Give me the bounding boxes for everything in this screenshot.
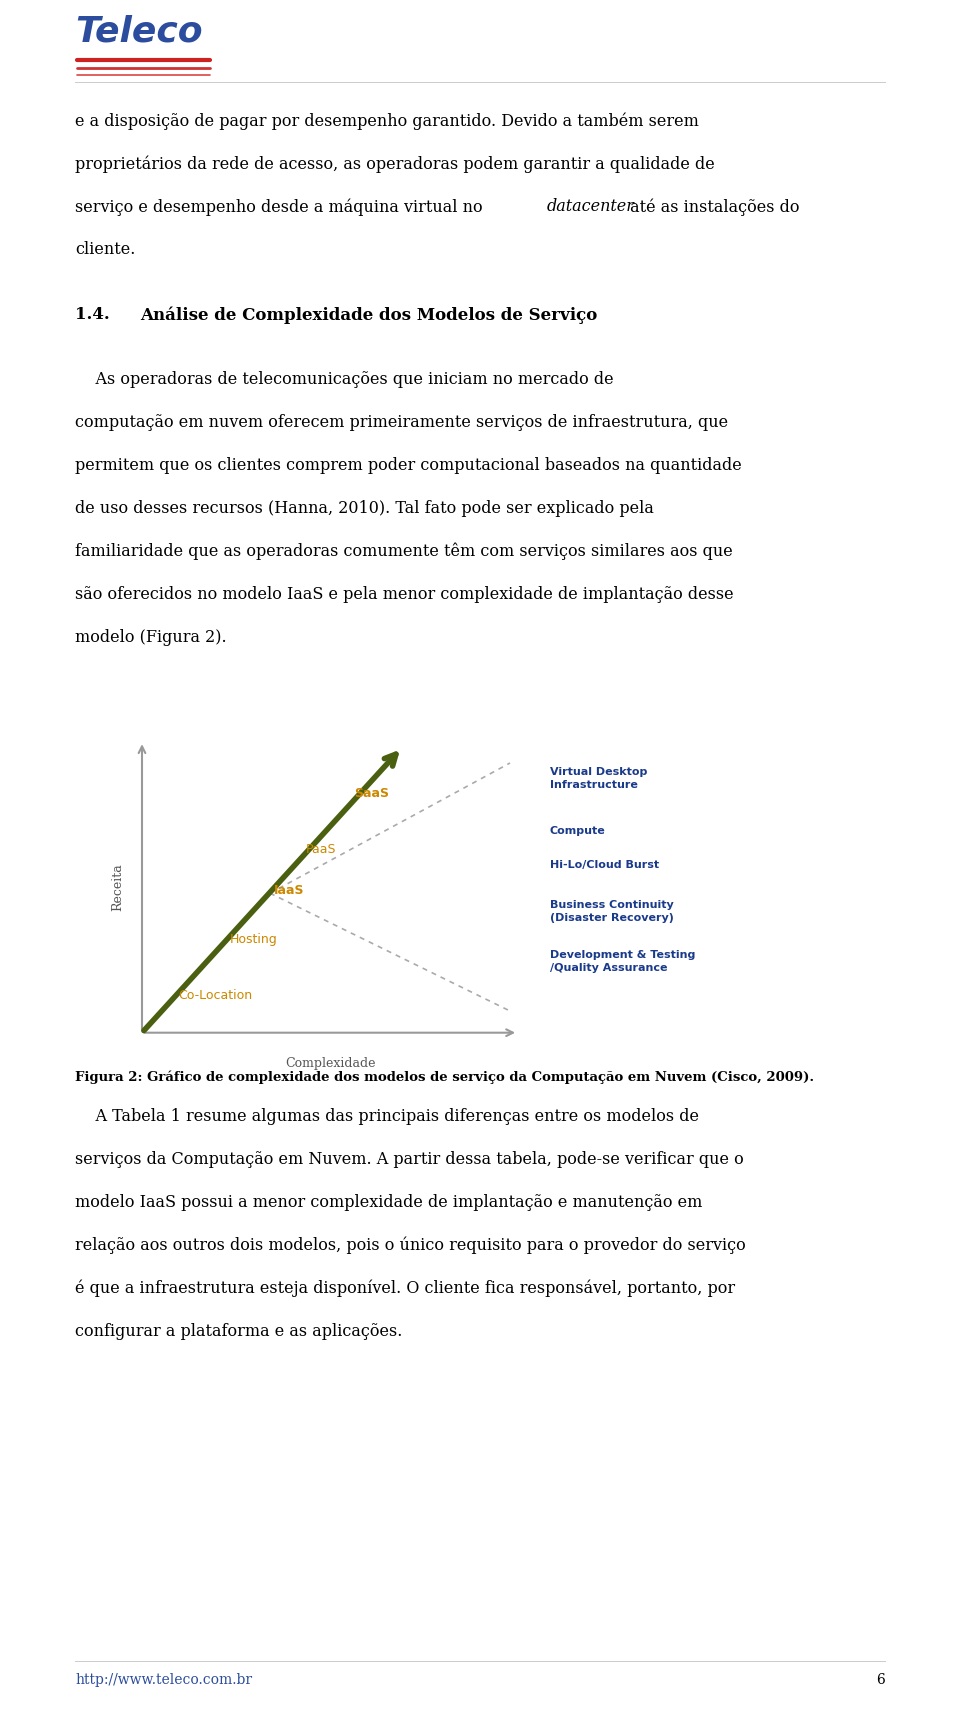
Text: é que a infraestrutura esteja disponível. O cliente fica responsável, portanto, : é que a infraestrutura esteja disponível… [75, 1280, 735, 1297]
Text: A Tabela 1 resume algumas das principais diferenças entre os modelos de: A Tabela 1 resume algumas das principais… [75, 1108, 699, 1125]
Text: IaaS: IaaS [274, 884, 304, 896]
Text: cliente.: cliente. [75, 242, 135, 259]
Text: SaaS: SaaS [354, 788, 389, 800]
Text: As operadoras de telecomunicações que iniciam no mercado de: As operadoras de telecomunicações que in… [75, 372, 613, 389]
Text: datacenter: datacenter [547, 199, 635, 216]
Text: proprietários da rede de acesso, as operadoras podem garantir a qualidade de: proprietários da rede de acesso, as oper… [75, 154, 715, 173]
Text: modelo (Figura 2).: modelo (Figura 2). [75, 629, 227, 646]
Text: Hosting: Hosting [230, 934, 277, 946]
Text: relação aos outros dois modelos, pois o único requisito para o provedor do servi: relação aos outros dois modelos, pois o … [75, 1237, 746, 1254]
Text: Co-Location: Co-Location [178, 988, 252, 1002]
Text: permitem que os clientes comprem poder computacional baseados na quantidade: permitem que os clientes comprem poder c… [75, 457, 742, 475]
Text: até as instalações do: até as instalações do [625, 199, 800, 216]
Text: Business Continuity
(Disaster Recovery): Business Continuity (Disaster Recovery) [550, 901, 674, 923]
Text: Figura 2: Gráfico de complexidade dos modelos de serviço da Computação em Nuvem : Figura 2: Gráfico de complexidade dos mo… [75, 1071, 814, 1084]
Text: Complexidade: Complexidade [285, 1057, 375, 1071]
Text: Compute: Compute [550, 826, 606, 836]
Text: configurar a plataforma e as aplicações.: configurar a plataforma e as aplicações. [75, 1322, 402, 1340]
Text: e a disposição de pagar por desempenho garantido. Devido a também serem: e a disposição de pagar por desempenho g… [75, 111, 699, 130]
Text: Receita: Receita [111, 863, 125, 911]
Text: Hi-Lo/Cloud Burst: Hi-Lo/Cloud Burst [550, 860, 660, 870]
Text: familiaridade que as operadoras comumente têm com serviços similares aos que: familiaridade que as operadoras comument… [75, 543, 732, 560]
Text: Virtual Desktop
Infrastructure: Virtual Desktop Infrastructure [550, 767, 647, 790]
Text: PaaS: PaaS [306, 843, 337, 856]
Text: de uso desses recursos (Hanna, 2010). Tal fato pode ser explicado pela: de uso desses recursos (Hanna, 2010). Ta… [75, 500, 654, 517]
Text: Análise de Complexidade dos Modelos de Serviço: Análise de Complexidade dos Modelos de S… [140, 307, 597, 324]
Text: http://www.teleco.com.br: http://www.teleco.com.br [75, 1674, 252, 1687]
Text: Teleco: Teleco [75, 15, 203, 50]
Text: serviço e desempenho desde a máquina virtual no: serviço e desempenho desde a máquina vir… [75, 199, 488, 216]
Text: 1.4.: 1.4. [75, 307, 109, 324]
Text: serviços da Computação em Nuvem. A partir dessa tabela, pode-se verificar que o: serviços da Computação em Nuvem. A parti… [75, 1151, 744, 1168]
Text: são oferecidos no modelo IaaS e pela menor complexidade de implantação desse: são oferecidos no modelo IaaS e pela men… [75, 586, 733, 603]
Text: modelo IaaS possui a menor complexidade de implantação e manutenção em: modelo IaaS possui a menor complexidade … [75, 1194, 703, 1211]
Text: Development & Testing
/Quality Assurance: Development & Testing /Quality Assurance [550, 951, 695, 973]
Text: computação em nuvem oferecem primeiramente serviços de infraestrutura, que: computação em nuvem oferecem primeiramen… [75, 415, 728, 432]
Text: 6: 6 [876, 1674, 885, 1687]
